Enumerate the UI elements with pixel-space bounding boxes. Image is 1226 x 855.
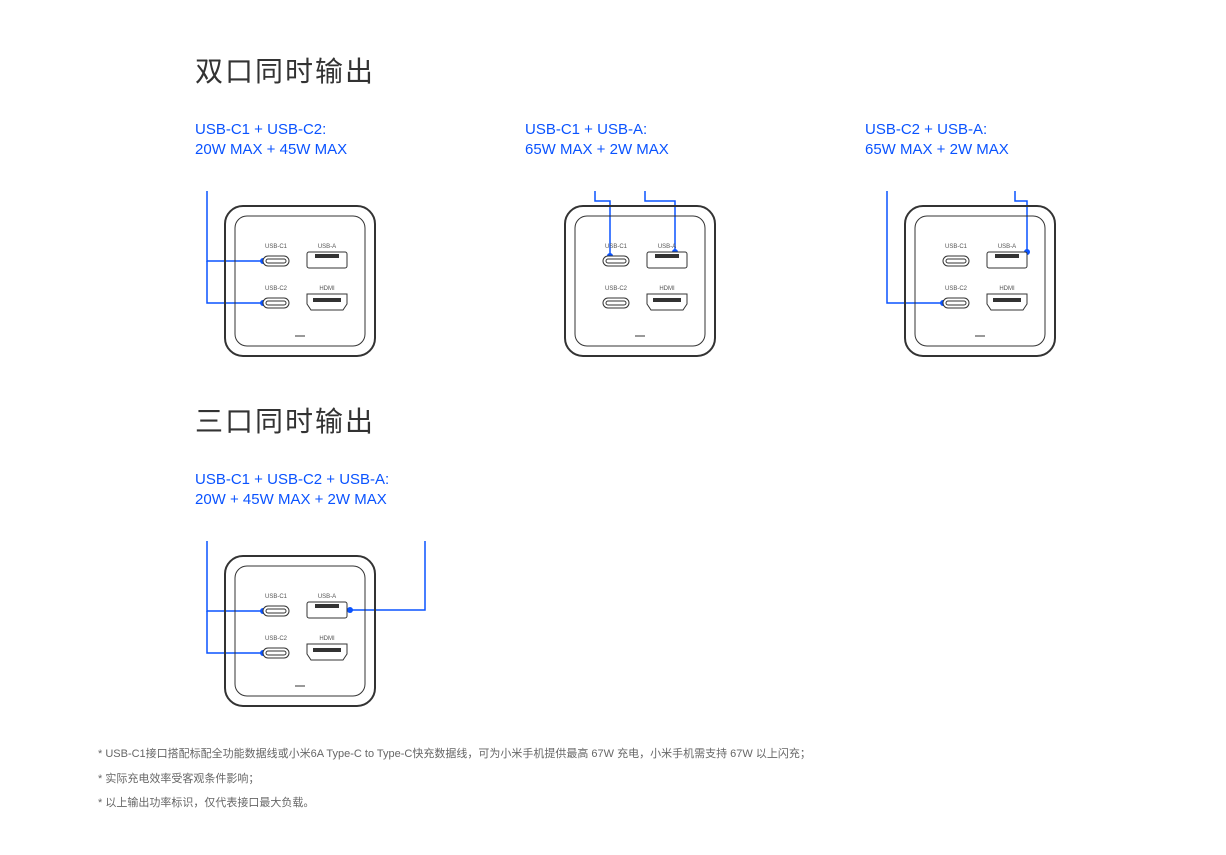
label-usbc1: USB-C1	[605, 244, 628, 250]
label-usbc2: USB-C2	[265, 286, 288, 292]
caption-c2-a: USB-C2 + USB-A: 65W MAX + 2W MAX	[865, 120, 1095, 161]
chargers-row-2: USB-C1 + USB-C2 + USB-A: 20W + 45W MAX +…	[195, 470, 495, 716]
footnotes: * USB-C1接口搭配标配全功能数据线或小米6A Type-C to Type…	[98, 742, 811, 815]
label-hdmi: HDMI	[999, 286, 1015, 292]
charger-diagram-icon: USB-C1 USB-A USB-C2 HDMI	[875, 191, 1075, 361]
charger-diagram-icon: USB-C1 USB-A USB-C2 HDMI	[195, 541, 455, 711]
charger-diagram-icon: USB-C1 USB-A USB-C2 HDMI	[195, 191, 395, 361]
label-usbc1: USB-C1	[265, 244, 288, 250]
charger-unit-c2-a: USB-C2 + USB-A: 65W MAX + 2W MAX USB-C1 …	[875, 120, 1095, 366]
charger-unit-c1-c2: USB-C1 + USB-C2: 20W MAX + 45W MAX USB-C…	[195, 120, 415, 366]
chargers-row-1: USB-C1 + USB-C2: 20W MAX + 45W MAX USB-C…	[195, 120, 1095, 366]
footnote-line: * 以上输出功率标识，仅代表接口最大负载。	[98, 791, 811, 815]
footnote-line: * USB-C1接口搭配标配全功能数据线或小米6A Type-C to Type…	[98, 742, 811, 766]
section1-title: 双口同时输出	[195, 50, 1095, 90]
label-hdmi: HDMI	[659, 286, 675, 292]
caption-line: USB-C1 + USB-C2:	[195, 120, 415, 140]
charger-unit-c1-c2-a: USB-C1 + USB-C2 + USB-A: 20W + 45W MAX +…	[195, 470, 495, 716]
charger-diagram-icon: USB-C1 USB-A USB-C2 HDMI	[535, 191, 735, 361]
caption-line: USB-C1 + USB-C2 + USB-A:	[195, 470, 495, 490]
label-usba: USB-A	[318, 594, 336, 600]
caption-line: 65W MAX + 2W MAX	[525, 140, 755, 160]
section2-title: 三口同时输出	[195, 400, 495, 440]
section-dual-output: 双口同时输出 USB-C1 + USB-C2: 20W MAX + 45W MA…	[195, 50, 1095, 366]
label-usbc2: USB-C2	[945, 286, 968, 292]
label-usbc1: USB-C1	[265, 594, 288, 600]
caption-c1-c2-a: USB-C1 + USB-C2 + USB-A: 20W + 45W MAX +…	[195, 470, 495, 511]
caption-line: 65W MAX + 2W MAX	[865, 140, 1095, 160]
caption-line: 20W MAX + 45W MAX	[195, 140, 415, 160]
label-usbc2: USB-C2	[265, 636, 288, 642]
label-hdmi: HDMI	[319, 636, 335, 642]
label-usba: USB-A	[658, 244, 676, 250]
label-usbc1: USB-C1	[945, 244, 968, 250]
label-hdmi: HDMI	[319, 286, 335, 292]
caption-line: 20W + 45W MAX + 2W MAX	[195, 490, 495, 510]
label-usba: USB-A	[998, 244, 1016, 250]
caption-line: USB-C2 + USB-A:	[865, 120, 1095, 140]
section-triple-output: 三口同时输出 USB-C1 + USB-C2 + USB-A: 20W + 45…	[195, 400, 495, 716]
caption-c1-c2: USB-C1 + USB-C2: 20W MAX + 45W MAX	[195, 120, 415, 161]
charger-unit-c1-a: USB-C1 + USB-A: 65W MAX + 2W MAX USB-C1 …	[535, 120, 755, 366]
footnote-line: * 实际充电效率受客观条件影响；	[98, 767, 811, 791]
caption-c1-a: USB-C1 + USB-A: 65W MAX + 2W MAX	[525, 120, 755, 161]
label-usba: USB-A	[318, 244, 336, 250]
label-usbc2: USB-C2	[605, 286, 628, 292]
caption-line: USB-C1 + USB-A:	[525, 120, 755, 140]
